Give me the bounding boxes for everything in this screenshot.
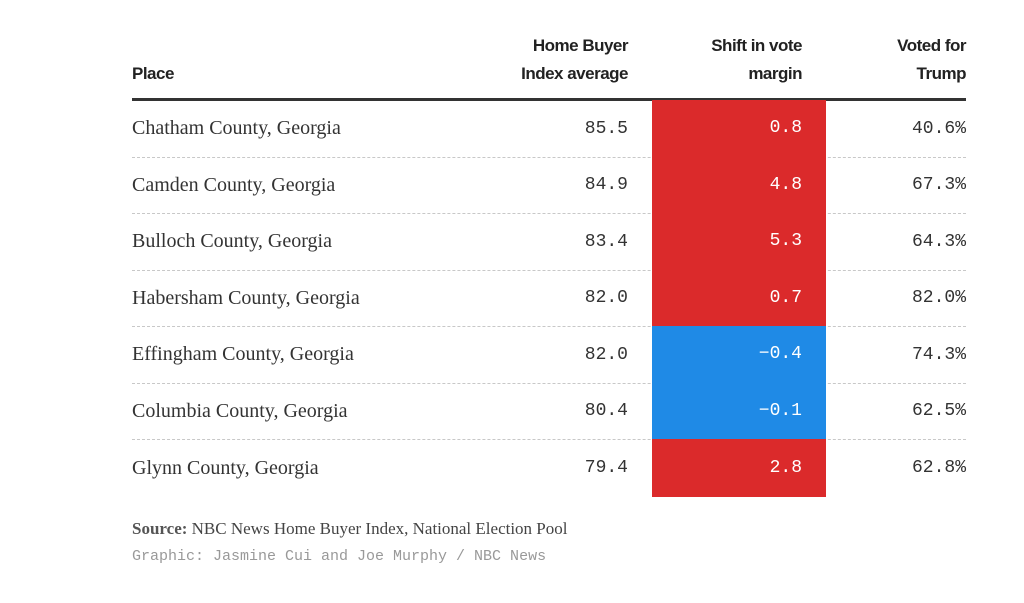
table-row: Chatham County, Georgia 85.5 0.8 40.6% bbox=[132, 100, 966, 158]
table-row: Glynn County, Georgia 79.4 2.8 62.8% bbox=[132, 439, 966, 497]
cell-place: Bulloch County, Georgia bbox=[132, 230, 332, 253]
cell-trump: 40.6% bbox=[911, 118, 966, 139]
cell-shift: 0.8 bbox=[652, 100, 826, 157]
cell-index: 79.4 bbox=[584, 458, 628, 479]
cell-trump: 82.0% bbox=[911, 288, 966, 309]
cell-place: Glynn County, Georgia bbox=[132, 456, 319, 479]
cell-index: 82.0 bbox=[584, 288, 628, 309]
header-index: Home Buyer Index average bbox=[521, 32, 628, 88]
table-row: Effingham County, Georgia 82.0 −0.4 74.3% bbox=[132, 326, 966, 384]
header-place-text: Place bbox=[132, 64, 174, 83]
cell-trump: 62.5% bbox=[911, 401, 966, 422]
header-shift-line1: Shift in vote bbox=[711, 36, 802, 55]
cell-shift: 2.8 bbox=[652, 439, 826, 497]
cell-place: Habersham County, Georgia bbox=[132, 286, 360, 309]
cell-trump: 62.8% bbox=[911, 458, 966, 479]
source-text: NBC News Home Buyer Index, National Elec… bbox=[187, 519, 568, 538]
cell-index: 85.5 bbox=[584, 118, 628, 139]
header-index-line2: Index average bbox=[521, 64, 628, 83]
table-row: Camden County, Georgia 84.9 4.8 67.3% bbox=[132, 156, 966, 214]
table-row: Habersham County, Georgia 82.0 0.7 82.0% bbox=[132, 269, 966, 327]
graphic-credit: Graphic: Jasmine Cui and Joe Murphy / NB… bbox=[132, 548, 547, 565]
cell-trump: 74.3% bbox=[911, 344, 966, 365]
header-shift-line2: margin bbox=[748, 64, 802, 83]
header-place: Place bbox=[132, 60, 174, 88]
cell-trump: 64.3% bbox=[911, 231, 966, 252]
cell-place: Columbia County, Georgia bbox=[132, 399, 348, 422]
cell-index: 83.4 bbox=[584, 231, 628, 252]
cell-shift: 5.3 bbox=[652, 213, 826, 270]
cell-shift: −0.1 bbox=[652, 382, 826, 439]
header-trump-line2: Trump bbox=[916, 64, 967, 83]
cell-index: 84.9 bbox=[584, 175, 628, 196]
header-shift: Shift in vote margin bbox=[711, 32, 802, 88]
cell-trump: 67.3% bbox=[911, 175, 966, 196]
cell-place: Camden County, Georgia bbox=[132, 173, 336, 196]
cell-place: Effingham County, Georgia bbox=[132, 343, 354, 366]
cell-shift: −0.4 bbox=[652, 326, 826, 383]
table-row: Bulloch County, Georgia 83.4 5.3 64.3% bbox=[132, 213, 966, 271]
cell-shift: 4.8 bbox=[652, 156, 826, 213]
table-header: Place Home Buyer Index average Shift in v… bbox=[132, 30, 967, 101]
header-trump: Voted for Trump bbox=[897, 32, 966, 88]
cell-shift: 0.7 bbox=[652, 269, 826, 326]
data-table: Place Home Buyer Index average Shift in v… bbox=[132, 30, 967, 497]
cell-index: 82.0 bbox=[584, 344, 628, 365]
table-row: Columbia County, Georgia 80.4 −0.1 62.5% bbox=[132, 382, 966, 440]
cell-index: 80.4 bbox=[584, 401, 628, 422]
header-index-line1: Home Buyer bbox=[532, 36, 629, 55]
source-note: Source: NBC News Home Buyer Index, Natio… bbox=[132, 519, 567, 539]
source-label: Source: bbox=[132, 519, 188, 538]
cell-place: Chatham County, Georgia bbox=[132, 117, 341, 140]
table-body: Chatham County, Georgia 85.5 0.8 40.6% Camde… bbox=[132, 100, 966, 497]
header-trump-line1: Voted for bbox=[897, 36, 966, 55]
